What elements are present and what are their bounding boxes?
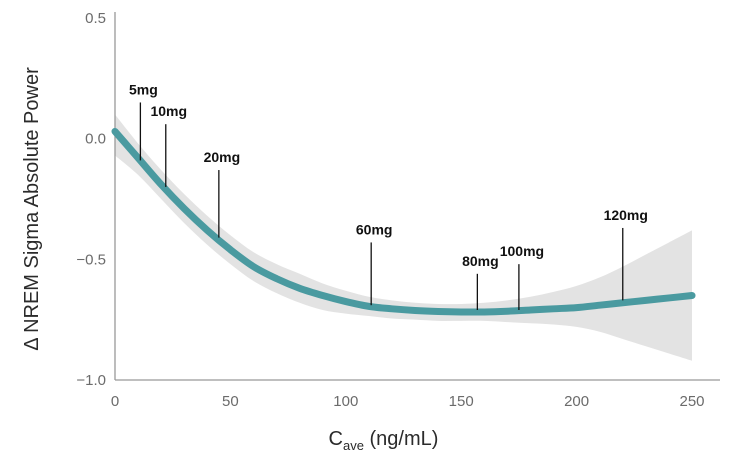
fit-line (111, 127, 696, 316)
x-axis-title-sub: ave (343, 438, 364, 453)
x-tick-label: 150 (449, 393, 474, 410)
axes (114, 12, 720, 381)
tick-labels: 0.5 0.0 −0.5 −1.0 0 50 100 150 200 250 (76, 10, 704, 410)
y-tick-label: 0.5 (85, 10, 106, 27)
x-tick-label: 0 (111, 393, 119, 410)
dose-label: 80mg (462, 253, 499, 269)
dose-label: 20mg (204, 149, 241, 165)
dose-label: 100mg (500, 243, 544, 259)
x-axis-title-main: C (329, 428, 343, 450)
dose-label: 10mg (150, 103, 187, 119)
x-tick-label: 250 (679, 393, 704, 410)
dose-label: 5mg (129, 81, 158, 97)
y-axis-title: Δ NREM Sigma Absolute Power (21, 67, 43, 351)
confidence-band (115, 114, 692, 361)
y-tick-label: 0.0 (85, 131, 106, 148)
y-tick-label: −1.0 (76, 372, 106, 389)
x-tick-label: 50 (222, 393, 239, 410)
x-tick-label: 200 (564, 393, 589, 410)
x-axis-title-unit: (ng/mL) (364, 428, 438, 450)
x-axis-title: Cave (ng/mL) (329, 428, 439, 453)
y-tick-label: −0.5 (76, 251, 106, 268)
dose-label: 60mg (356, 221, 393, 237)
dose-label: 120mg (604, 207, 648, 223)
x-tick-label: 100 (333, 393, 358, 410)
